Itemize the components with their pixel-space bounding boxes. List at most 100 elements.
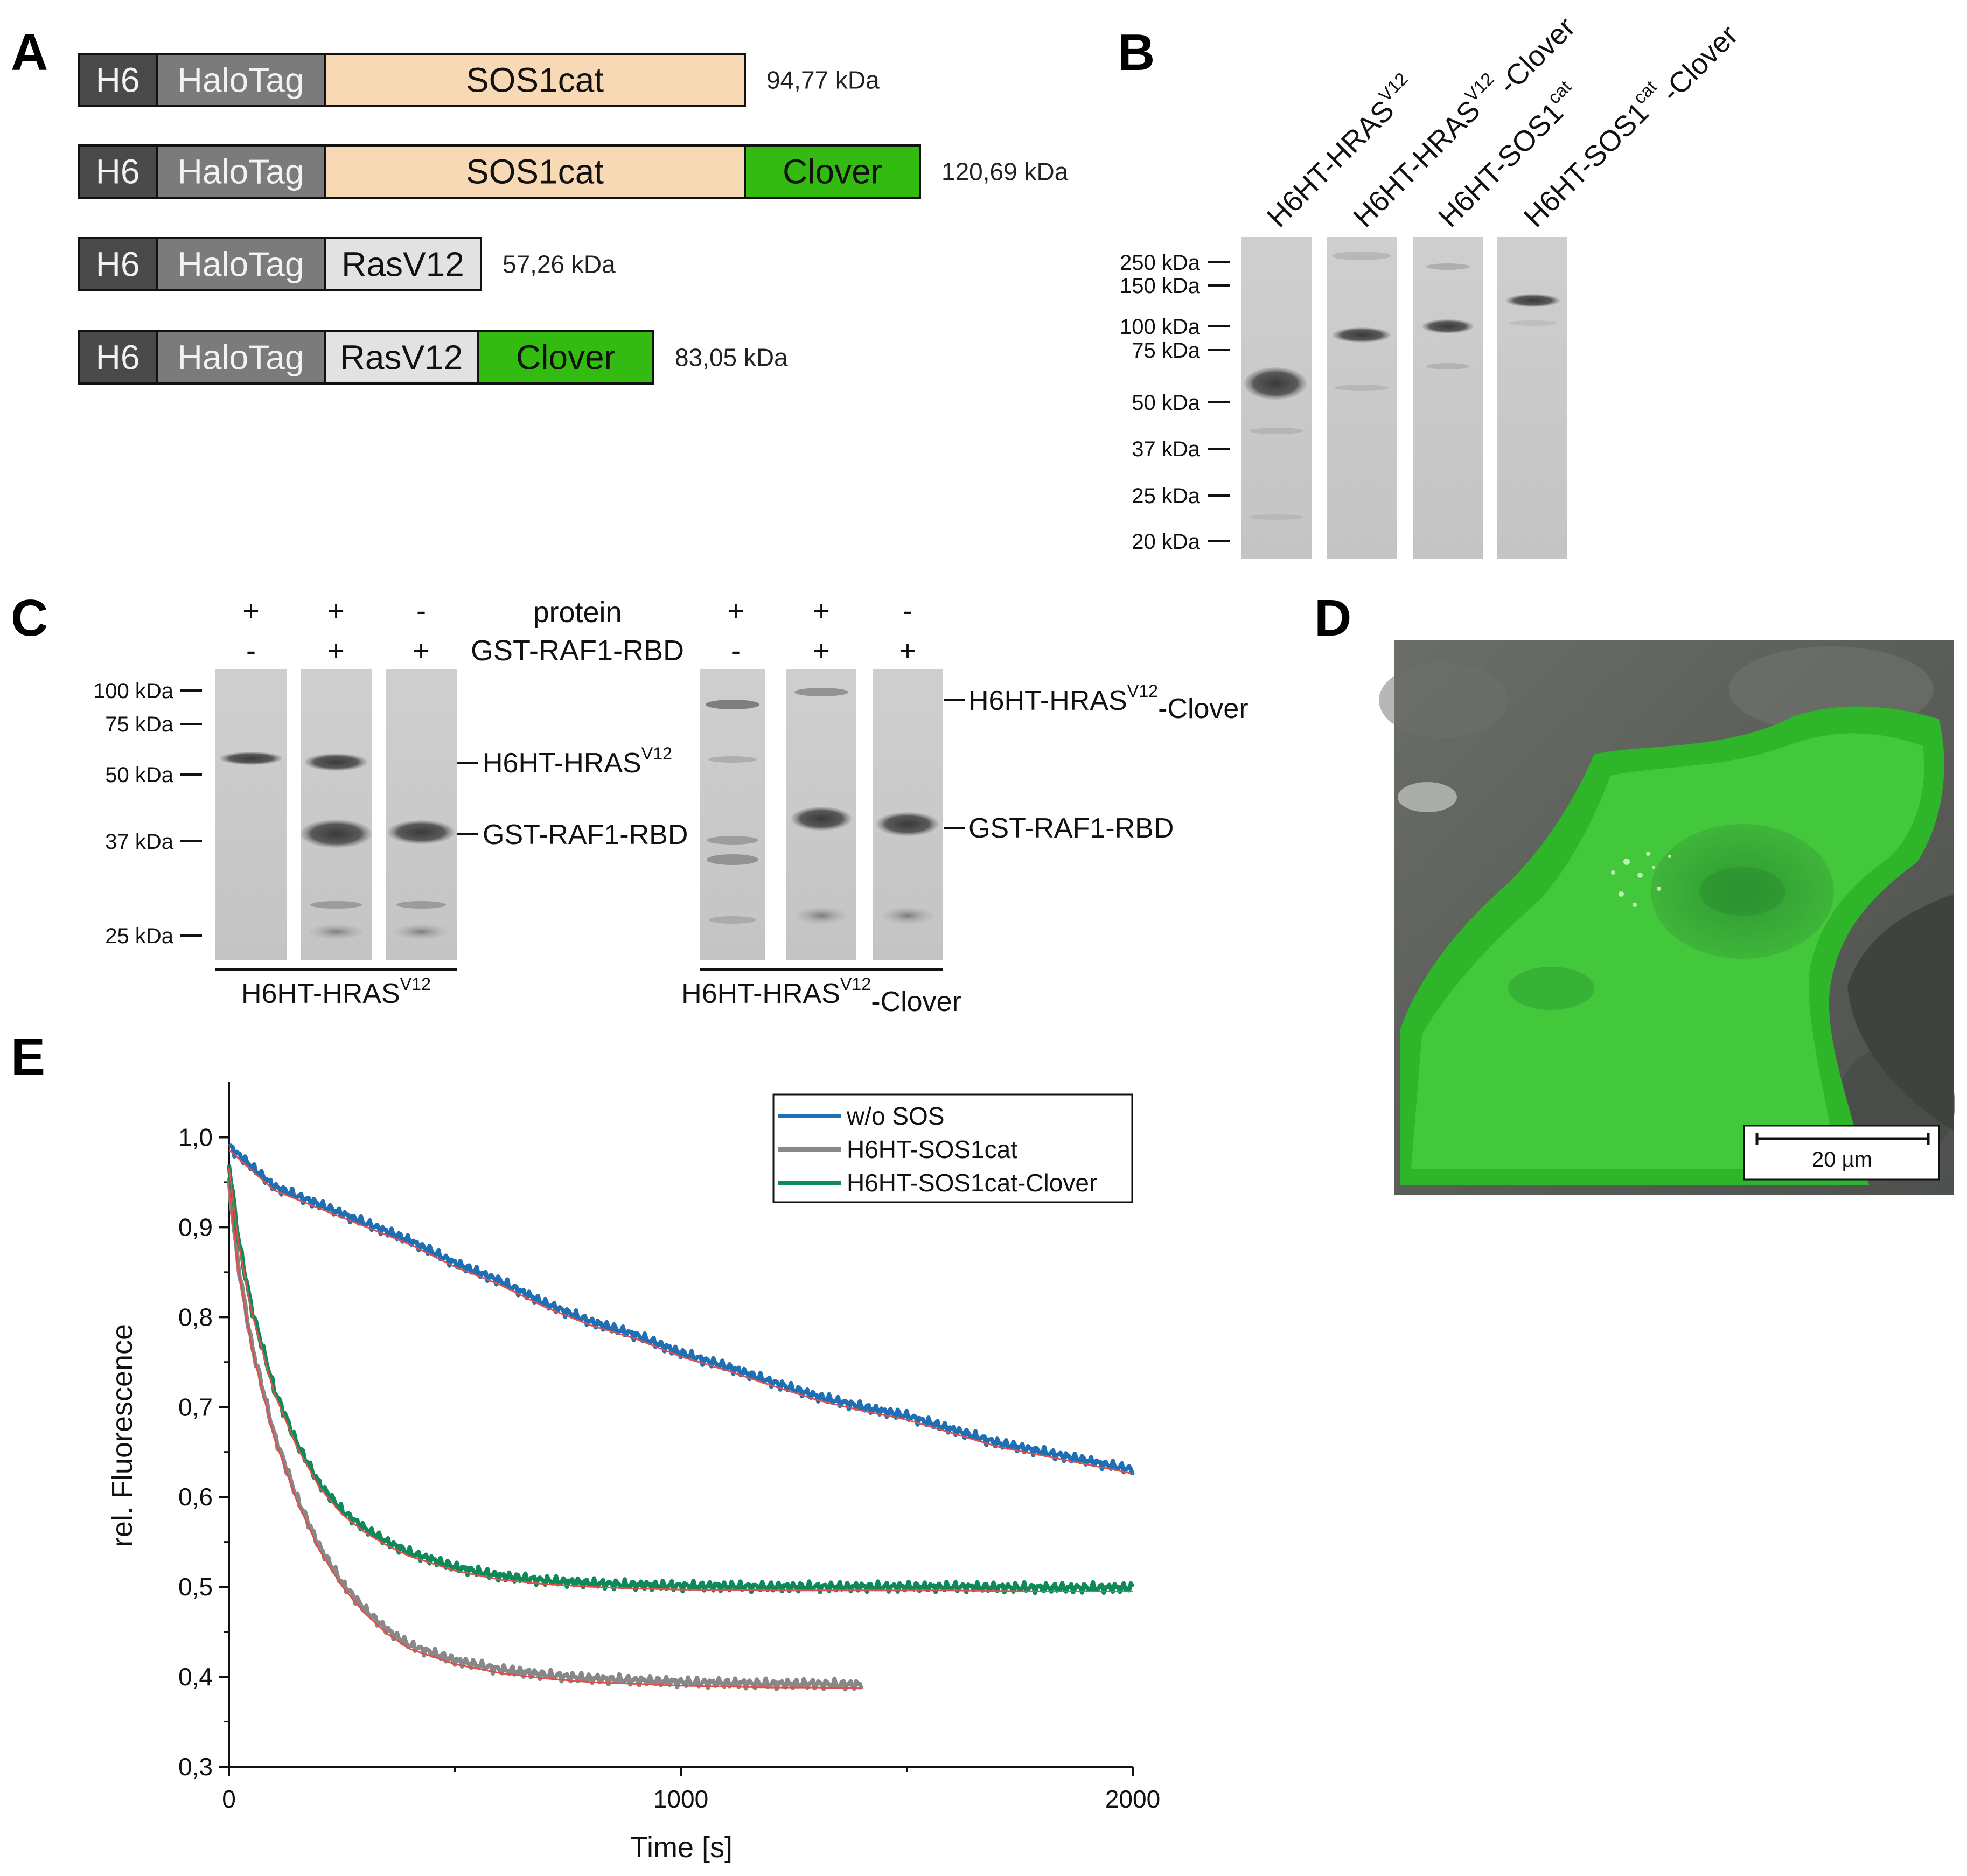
segment-label: H6 — [96, 338, 140, 377]
gel-c-left-lane-3 — [386, 669, 457, 960]
gel-c-band — [796, 907, 847, 924]
segment-sos1cat — [324, 144, 746, 199]
gel-c-left-lane-2 — [301, 669, 372, 960]
label-base: H6HT-HRAS — [483, 748, 641, 779]
y-tick-label: 0,7 — [178, 1393, 213, 1421]
segment-clover — [744, 144, 921, 199]
band-label-hras-clover: H6HT-HRASV12-Clover — [968, 681, 1248, 724]
gel-b-marker-label: 25 kDa — [1132, 484, 1200, 508]
gel-c-band — [791, 807, 852, 831]
group-label-left: H6HT-HRASV12 — [241, 974, 431, 1009]
panel-c-pulldown: + + - + + - - + + - + + protein GST-RAF1-RBD 100 kD… — [93, 595, 1248, 1017]
scale-bar-label: 20 µm — [1812, 1148, 1872, 1171]
legend-label: H6HT-SOS1cat-Clover — [847, 1169, 1097, 1197]
x-tick-label: 1000 — [653, 1785, 708, 1813]
legend-label: w/o SOS — [846, 1102, 945, 1130]
gel-c-band — [882, 907, 933, 924]
segment-label: RasV12 — [341, 245, 464, 284]
sign-row_gst: + — [813, 634, 830, 667]
gel-b-marker-label: 150 kDa — [1120, 274, 1201, 298]
gel-b-band-hras — [1244, 367, 1307, 400]
gel-b-lane-2 — [1327, 237, 1397, 559]
panel-b-gel: H6HT-HRASV12H6HT-HRASV12-CloverH6HT-SOS1… — [1120, 11, 1744, 559]
label-suffix: -Clover — [1655, 19, 1744, 108]
gel-b-lane-label: H6HT-HRASV12 — [1259, 69, 1423, 233]
y-tick-label: 0,9 — [178, 1213, 213, 1241]
gel-b-lane-4 — [1497, 237, 1567, 559]
scale-bar-box — [1743, 1125, 1940, 1181]
segment-halotag — [156, 144, 326, 199]
segment-label: Clover — [516, 338, 616, 377]
sign-row_gst: + — [899, 634, 916, 667]
construct-mass: 83,05 kDa — [675, 344, 788, 372]
gel-b-marker-label: 250 kDa — [1120, 251, 1201, 275]
gel-b-band-faint — [1250, 428, 1303, 434]
gel-c-band — [394, 924, 448, 939]
gel-b-band-faint — [1509, 320, 1557, 326]
gel-c-band — [388, 820, 455, 844]
panel-e-chart: 0,3 0,4 0,5 0,6 0,7 0,8 0,9 1,0 0 1000 2000 Time [… — [106, 1082, 1160, 1864]
gel-c-marker-label: 100 kDa — [93, 679, 174, 703]
fit-line — [228, 1149, 1133, 1475]
panel-letter-e: E — [11, 1028, 45, 1086]
fit-line — [228, 1168, 1133, 1592]
fit-line — [228, 1185, 862, 1690]
gel-c-left-lane-1 — [215, 669, 287, 960]
gel-c-marker-label: 75 kDa — [105, 713, 173, 736]
sign-row_protein: + — [327, 595, 345, 627]
gel-b-lane-3 — [1413, 237, 1483, 559]
segment-halotag — [156, 53, 326, 107]
x-tick-label: 0 — [222, 1785, 236, 1813]
gel-c-band — [220, 752, 282, 765]
segment-h6 — [78, 53, 158, 107]
gel-c-band — [707, 836, 758, 845]
panel-d-micrograph: 20 µm — [1379, 640, 1955, 1195]
sign-row_protein: + — [242, 595, 260, 627]
label-sup: V12 — [400, 974, 431, 994]
segment-halotag — [156, 330, 326, 385]
band-label-gst: GST-RAF1-RBD — [968, 813, 1174, 844]
segment-rasv12 — [324, 237, 482, 291]
construct-mass: 57,26 kDa — [503, 250, 616, 278]
gel-c-band — [794, 688, 848, 696]
label-sup: V12 — [641, 744, 672, 763]
label-base: GST-RAF1-RBD — [483, 819, 688, 850]
label-base: GST-RAF1-RBD — [968, 813, 1174, 844]
legend-label: H6HT-SOS1cat — [847, 1135, 1017, 1163]
series-line — [227, 1177, 864, 1692]
gel-c-band — [305, 754, 367, 771]
segment-label: HaloTag — [178, 61, 304, 100]
sign-row_protein: + — [727, 595, 744, 627]
segment-label: H6 — [96, 61, 140, 100]
label-sup: V12 — [1127, 681, 1158, 701]
label-suffix: -Clover — [1158, 693, 1248, 724]
segment-label: HaloTag — [178, 338, 304, 377]
gel-c-band — [309, 924, 363, 939]
panel-letter-d: D — [1314, 589, 1351, 647]
sign-row_gst: - — [246, 634, 256, 667]
gel-b-marker-label: 50 kDa — [1132, 391, 1200, 415]
segment-halotag — [156, 237, 326, 291]
segment-label: Clover — [783, 152, 882, 191]
construct-mass: 94,77 kDa — [766, 66, 880, 94]
sign-row_gst: + — [413, 634, 430, 667]
label-base: H6HT-HRAS — [968, 685, 1127, 716]
gel-b-band-faint — [1332, 252, 1391, 260]
y-tick-label: 1,0 — [178, 1123, 213, 1151]
gel-c-band — [396, 901, 446, 909]
y-tick-label: 0,4 — [178, 1663, 213, 1691]
panel-letter-c: C — [11, 589, 48, 647]
row-label-gst: GST-RAF1-RBD — [471, 634, 684, 667]
y-tick-label: 0,8 — [178, 1303, 213, 1331]
segment-h6 — [78, 237, 158, 291]
gel-b-band-faint — [1426, 263, 1469, 270]
construct-row: H6 HaloTag SOS1cat Clover 120,69 kDa — [78, 144, 1069, 199]
construct-mass: 120,69 kDa — [941, 158, 1069, 186]
gel-b-marker-label: 100 kDa — [1120, 315, 1201, 339]
gel-b-band-sos1cat — [1422, 319, 1474, 333]
sign-row_protein: - — [903, 595, 912, 627]
series-line — [227, 1164, 1135, 1595]
segment-label: HaloTag — [178, 245, 304, 284]
gel-b-marker-label: 37 kDa — [1132, 437, 1200, 461]
